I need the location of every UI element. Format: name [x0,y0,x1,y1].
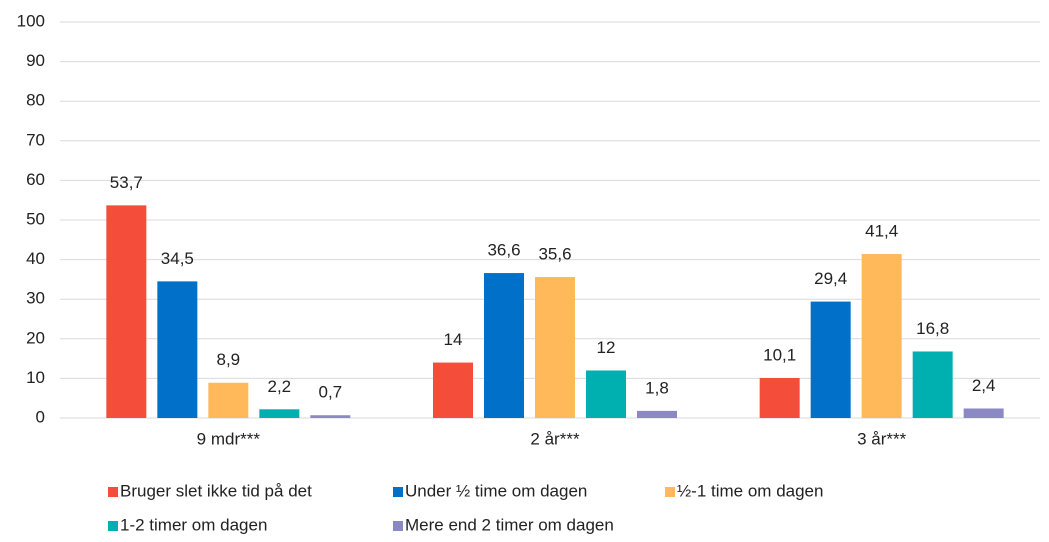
data-label: 34,5 [161,249,194,268]
bar [433,362,473,418]
data-label: 16,8 [916,319,949,338]
bar [106,205,147,418]
legend-label: ½-1 time om dagen [677,481,823,500]
bar [810,301,851,418]
x-tick-label: 9 mdr*** [197,429,261,448]
data-label: 2,2 [268,377,292,396]
bar [759,378,800,418]
bar [310,415,351,418]
y-tick-label: 90 [26,51,45,70]
bar [586,370,626,418]
bar [861,254,902,418]
bar [208,382,249,418]
data-label: 1,8 [645,378,669,397]
x-tick-label: 3 år*** [857,429,907,448]
legend-swatch [108,521,118,531]
y-tick-label: 20 [26,328,45,347]
y-tick-label: 100 [17,11,45,30]
y-tick-label: 10 [26,368,45,387]
y-tick-label: 60 [26,170,45,189]
x-tick-label: 2 år*** [530,429,580,448]
y-tick-label: 80 [26,91,45,110]
data-label: 14 [444,330,463,349]
bar [963,408,1004,418]
data-label: 10,1 [763,345,796,364]
data-label: 35,6 [538,245,571,264]
legend-label: Bruger slet ikke tid på det [120,481,312,500]
bar [912,351,953,418]
data-label: 29,4 [814,269,847,288]
data-label: 53,7 [110,173,143,192]
bar [535,277,575,418]
data-label: 41,4 [865,222,898,241]
legend-swatch [393,521,403,531]
data-label: 36,6 [487,241,520,260]
legend-label: 1-2 timer om dagen [120,515,267,534]
legend-swatch [108,487,118,497]
bar [259,409,300,418]
data-label: 2,4 [972,376,996,395]
legend-swatch [665,487,675,497]
y-tick-label: 30 [26,289,45,308]
bar [157,281,198,418]
bar [637,410,677,418]
data-label: 0,7 [319,383,343,402]
y-tick-label: 40 [26,249,45,268]
legend-label: Under ½ time om dagen [405,481,587,500]
bar [484,273,524,418]
legend-label: Mere end 2 timer om dagen [405,515,614,534]
y-tick-label: 50 [26,209,45,228]
y-tick-label: 0 [36,407,45,426]
data-label: 8,9 [217,350,241,369]
data-label: 12 [597,338,616,357]
legend-swatch [393,487,403,497]
y-tick-label: 70 [26,130,45,149]
